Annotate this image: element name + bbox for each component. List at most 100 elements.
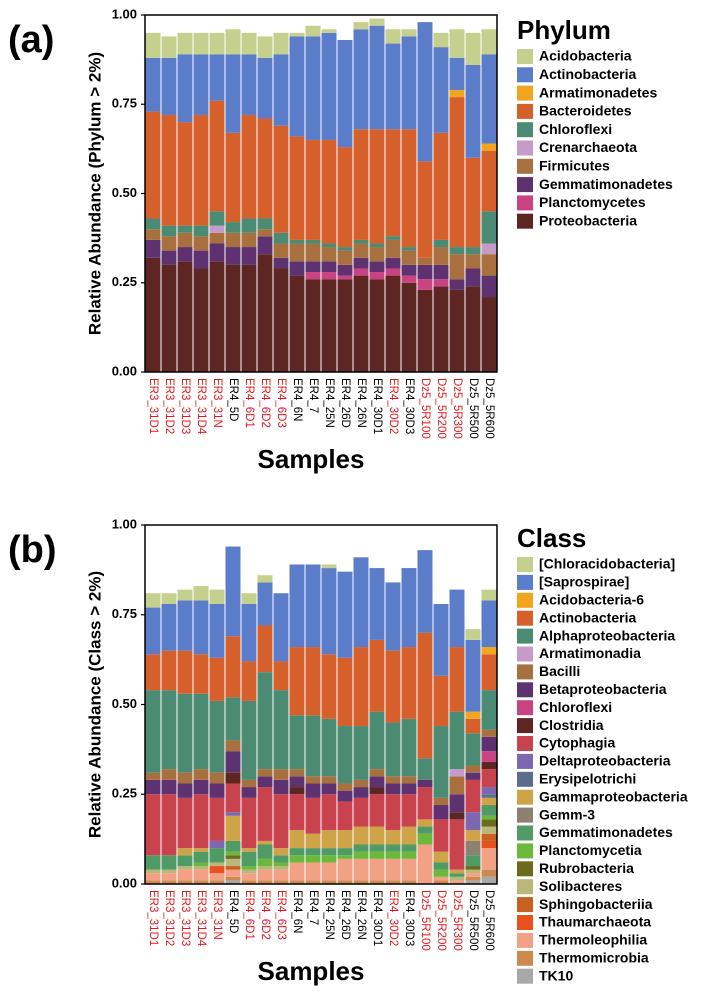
bar-segment [353,129,369,240]
legend-label: Alphaproteobacteria [539,627,675,643]
bar-segment [481,787,497,795]
legend-label: Solibacteres [539,878,622,894]
bar-segment [257,229,273,237]
bar-segment [417,550,433,633]
y-tick-label: 0.50 [112,185,137,200]
bar-segment [369,851,385,859]
bar-segment [369,129,385,244]
legend-label: TK10 [539,967,573,983]
bar-segment [145,873,161,881]
x-tick-label: ER4_30D3 [403,378,415,434]
bar-segment [385,776,401,784]
x-tick-label: ER4_30D2 [387,890,399,946]
legend-swatch [517,85,533,101]
bar-segment [225,740,241,752]
x-tick-label: ER4_30D1 [371,890,383,946]
bar-segment [353,880,369,884]
x-tick-label: ER4_6D1 [243,890,255,940]
bar-segment [209,243,225,262]
bar-segment [433,132,449,240]
bar-segment [145,257,161,372]
bar-segment [145,229,161,240]
bar-segment [449,97,465,248]
x-tick-label: ER4_6D1 [243,378,255,428]
bar-segment [209,100,225,212]
bar-segment [305,776,321,784]
bar-segment [481,833,497,841]
bar-segment [305,797,321,834]
x-axis-label: Samples [258,444,365,474]
bar-segment [385,880,401,884]
bar-segment [433,47,449,133]
bar-segment [145,57,161,112]
bar-segment [289,564,305,648]
bar-segment [225,876,241,881]
legend-swatch [517,861,533,877]
x-tick-label: Dz5_5R300 [451,890,463,951]
bar-segment [385,794,401,831]
bar-segment [417,289,433,372]
x-tick-label: ER4_25N [323,890,335,940]
bar-segment [161,779,177,795]
bar-segment [161,114,177,226]
bar-segment [353,851,369,859]
x-axis-label: Samples [258,956,365,986]
bar-segment [225,851,241,856]
legend-swatch [517,807,533,823]
legend-label: Actinobacteria [539,66,636,82]
bar-segment [481,794,497,798]
bar-segment [225,815,241,841]
bar-segment [385,858,401,881]
bar-segment [401,282,417,372]
bar-segment [465,32,481,65]
bar-segment [257,672,273,770]
y-tick-label: 0.00 [112,363,137,378]
bar-segment [321,862,337,881]
legend-swatch [517,915,533,930]
bar-segment [465,268,481,287]
legend-swatch [517,771,533,787]
bar-segment [385,650,401,723]
legend-swatch [517,646,533,662]
bar-segment [273,880,289,884]
bar-segment [225,772,241,784]
bar-segment [433,239,449,248]
bar-segment [305,272,321,280]
bar-segment [241,32,257,55]
bar-segment [225,783,241,813]
bar-segment [289,275,305,372]
x-tick-label: ER4_6N [291,890,303,933]
bar-segment [417,833,433,845]
bar-segment [321,830,337,849]
bar-segment [465,830,481,841]
bar-segment [289,830,305,849]
bar-segment [369,787,385,795]
bar-segment [337,147,353,248]
bar-segment [321,139,337,244]
bar-segment [193,779,209,795]
bar-segment [449,769,465,777]
bar-segment [433,869,449,877]
bar-segment [193,866,209,870]
bar-segment [145,239,161,258]
bar-segment [241,797,257,849]
bar-segment [161,264,177,372]
legend-swatch [517,557,533,572]
legend-label: Proteobacteria [539,212,637,228]
bar-segment [145,607,161,655]
bar-segment [193,114,209,226]
bar-segment [353,726,369,780]
plot-frame [144,524,498,885]
bar-segment [257,625,273,673]
bar-segment [177,54,193,123]
bar-segment [273,779,289,795]
bar-segment [353,779,369,788]
x-tick-label: ER4_6D2 [259,890,271,940]
x-tick-label: ER4_30D3 [403,890,415,946]
bar-segment [449,29,465,58]
bar-segment [353,257,369,269]
y-axis-label: Relative Abundance (Class > 2%) [85,571,104,838]
bar-segment [273,848,289,856]
bar-segment [257,769,273,777]
bar-segment [305,647,321,716]
